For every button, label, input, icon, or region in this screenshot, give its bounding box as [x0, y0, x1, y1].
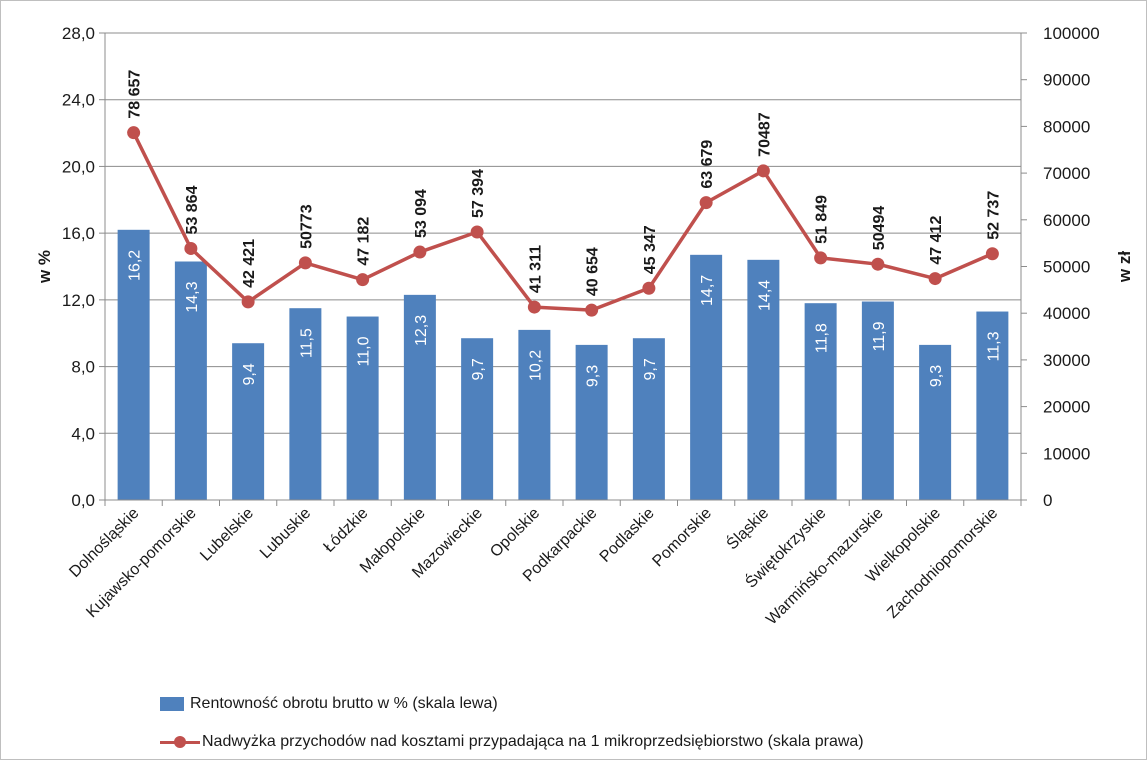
line-point [527, 300, 541, 314]
bar-value-label: 14,3 [184, 281, 201, 312]
line-value-label: 57 394 [470, 169, 487, 218]
bar [346, 316, 379, 500]
left-tick-label: 8,0 [71, 358, 95, 377]
left-tick-label: 4,0 [71, 424, 95, 443]
line-value-label: 53 864 [184, 185, 201, 234]
bar-value-label: 11,0 [356, 336, 373, 366]
y-axis-title-left: w % [35, 250, 54, 284]
y-axis-title-right: w zł [1115, 251, 1134, 283]
line-value-label: 63 679 [699, 140, 716, 189]
legend-item-line: Nadwyżka przychodów nad kosztami przypad… [160, 730, 864, 754]
line-point [356, 273, 370, 287]
right-tick-label: 80000 [1043, 117, 1090, 136]
line-value-label: 78 657 [127, 70, 144, 119]
line-point [413, 245, 427, 259]
left-tick-label: 20,0 [62, 157, 95, 176]
line-value-label: 41 311 [527, 245, 544, 293]
right-tick-label: 100000 [1043, 24, 1100, 43]
line-point [871, 257, 885, 271]
bar [575, 344, 608, 500]
bar-value-label: 11,3 [985, 331, 1002, 361]
right-tick-label: 10000 [1043, 444, 1090, 463]
right-tick-label: 0 [1043, 491, 1052, 510]
line-point [699, 196, 713, 210]
bar [632, 338, 665, 500]
bar-value-label: 14,7 [699, 275, 716, 306]
bar-value-label: 11,9 [871, 321, 888, 351]
bar-value-label: 11,5 [298, 328, 315, 358]
line-value-label: 42 421 [241, 239, 258, 288]
left-tick-label: 24,0 [62, 91, 95, 110]
bar [174, 261, 207, 500]
bar [804, 303, 837, 500]
line-point [814, 251, 828, 265]
bar [289, 308, 322, 500]
line-value-label: 45 347 [642, 225, 659, 274]
right-tick-label: 70000 [1043, 164, 1090, 183]
line-value-label: 50773 [298, 204, 315, 249]
right-tick-label: 30000 [1043, 351, 1090, 370]
bar-value-label: 9,7 [642, 358, 659, 380]
left-tick-label: 28,0 [62, 24, 95, 43]
bar-value-label: 9,3 [585, 365, 602, 387]
bar [518, 329, 551, 500]
line-value-label: 47 182 [356, 217, 373, 266]
line-point [298, 256, 312, 270]
bar-value-label: 14,4 [756, 280, 773, 311]
bar-value-label: 9,3 [928, 365, 945, 387]
line-point [928, 272, 942, 286]
line-value-label: 50494 [871, 206, 888, 251]
line-point [241, 295, 255, 309]
legend-bar-swatch [160, 697, 184, 711]
bar-value-label: 9,4 [241, 363, 258, 385]
bar-value-label: 10,2 [527, 350, 544, 381]
right-tick-label: 60000 [1043, 211, 1090, 230]
bar [919, 344, 952, 500]
line-value-label: 40 654 [585, 247, 602, 296]
line-point [642, 281, 656, 295]
line-point [756, 164, 770, 178]
right-tick-label: 50000 [1043, 258, 1090, 277]
bar-value-label: 9,7 [470, 358, 487, 380]
line-series [127, 126, 999, 317]
line-path [132, 131, 994, 312]
labels: 16,2 14,3 9,4 11,5 11,0 12,3 9,7 10,2 9,3 9,7 14,7… [127, 70, 1003, 388]
left-tick-label: 0,0 [71, 491, 95, 510]
bar [861, 301, 894, 500]
line-value-label: 53 094 [413, 189, 430, 238]
bar-series [117, 229, 1009, 501]
bar [232, 343, 265, 500]
right-tick-label: 90000 [1043, 71, 1090, 90]
bar [747, 259, 780, 500]
legend-bar-label: Rentowność obrotu brutto w % (skala lewa… [190, 695, 498, 712]
bar [976, 311, 1009, 500]
right-tick-label: 40000 [1043, 304, 1090, 323]
bar-value-label: 11,8 [814, 323, 831, 353]
line-point [985, 247, 999, 261]
legend-item-bar: Rentowność obrotu brutto w % (skala lewa… [160, 692, 498, 716]
bar [461, 338, 494, 500]
line-value-label: 70487 [756, 112, 773, 157]
line-value-label: 51 849 [814, 195, 831, 244]
legend-line-label: Nadwyżka przychodów nad kosztami przypad… [202, 733, 864, 750]
bar [117, 229, 150, 501]
line-point [127, 126, 141, 140]
line-point [184, 241, 198, 255]
line-value-label: 47 412 [928, 216, 945, 265]
bar-value-label: 12,3 [413, 315, 430, 346]
line-point [470, 225, 484, 239]
line-value-label: 52 737 [985, 191, 1002, 240]
legend-line-swatch [160, 735, 200, 749]
bar [403, 294, 436, 500]
bar-value-label: 16,2 [127, 250, 144, 281]
bar [690, 254, 723, 500]
line-point [585, 303, 599, 317]
right-tick-label: 20000 [1043, 398, 1090, 417]
left-tick-label: 16,0 [62, 224, 95, 243]
left-tick-label: 12,0 [62, 291, 95, 310]
